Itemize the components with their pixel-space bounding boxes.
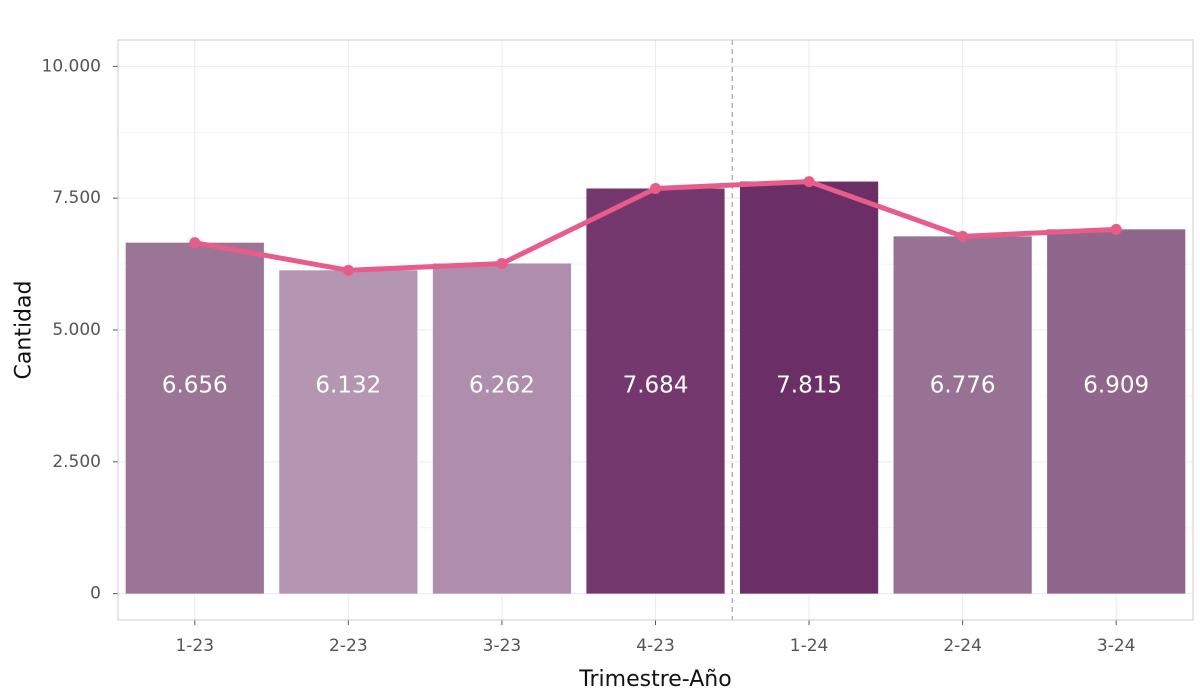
- x-axis-title: Trimestre-Año: [578, 667, 731, 692]
- data-label-3-23: 6.262: [469, 372, 535, 398]
- x-tick-label: 2-23: [329, 636, 368, 656]
- data-label-1-23: 6.656: [162, 372, 228, 398]
- trend-line-group: [189, 176, 1122, 276]
- data-label-2-24: 6.776: [930, 372, 996, 398]
- bars: [125, 181, 1186, 594]
- plot-panel-border: [117, 39, 1194, 621]
- y-tick-label: 7.500: [52, 188, 101, 208]
- trend-point-3-23: [496, 257, 508, 269]
- x-axis: 1-23 2-23 3-23 4-23 1-24 2-24 3-24: [175, 620, 1136, 656]
- trend-point-1-24: [803, 176, 815, 188]
- x-tick-label: 3-23: [483, 636, 522, 656]
- y-axis-title: Cantidad: [12, 281, 37, 380]
- data-label-4-23: 7.684: [623, 372, 689, 398]
- x-tick-label: 3-24: [1097, 636, 1136, 656]
- bar-2-23: [279, 270, 418, 594]
- bar-3-24: [1047, 229, 1186, 594]
- y-tick-label: 2.500: [52, 452, 101, 472]
- bar-1-23: [125, 242, 264, 594]
- bar-2-24: [893, 236, 1032, 594]
- y-axis: 0 2.500 5.000 7.500 10.000: [42, 56, 118, 604]
- data-label-2-23: 6.132: [315, 372, 381, 398]
- x-tick-label: 1-24: [790, 636, 829, 656]
- trend-point-1-23: [189, 237, 201, 249]
- x-tick-label: 2-24: [943, 636, 982, 656]
- trend-point-4-23: [650, 182, 661, 194]
- bar-4-23: [586, 188, 725, 594]
- trend-point-3-24: [1110, 223, 1122, 235]
- data-label-1-24: 7.815: [776, 372, 842, 398]
- x-tick-label: 1-23: [175, 636, 214, 656]
- y-tick-label: 10.000: [42, 56, 101, 76]
- x-tick-label: 4-23: [636, 636, 675, 656]
- data-labels: 6.656 6.132 6.262 7.684 7.815 6.776 6.909: [162, 372, 1149, 398]
- bar-3-23: [432, 263, 572, 594]
- y-tick-label: 0: [90, 584, 101, 604]
- data-label-3-24: 6.909: [1083, 372, 1149, 398]
- trend-point-2-24: [957, 230, 969, 242]
- trend-point-2-23: [342, 264, 354, 276]
- y-tick-label: 5.000: [52, 320, 101, 340]
- bar-1-24: [739, 181, 879, 594]
